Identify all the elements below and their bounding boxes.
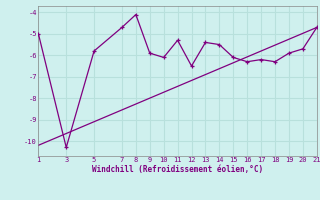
X-axis label: Windchill (Refroidissement éolien,°C): Windchill (Refroidissement éolien,°C): [92, 165, 263, 174]
